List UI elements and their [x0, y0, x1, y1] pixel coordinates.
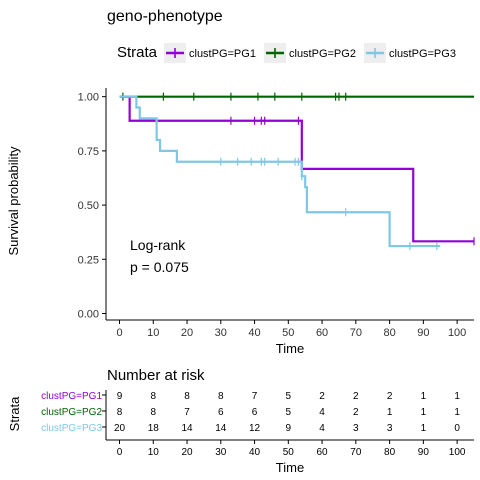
risk-strata-label: clustPG=PG2 [41, 407, 102, 418]
x-tick-label: 50 [282, 327, 294, 339]
risk-x-tick-label: 10 [148, 447, 160, 458]
logrank-pvalue: p = 0.075 [130, 259, 189, 275]
risk-cell: 8 [150, 391, 156, 402]
risk-x-tick-label: 70 [350, 447, 362, 458]
risk-cell: 14 [215, 423, 227, 434]
y-ticks: 0.00 0.25 0.50 0.75 1.00 [78, 92, 106, 320]
y-tick-label: 0.25 [78, 254, 99, 266]
risk-cell: 4 [319, 423, 325, 434]
x-tick-label: 40 [248, 327, 260, 339]
risk-table: Number at risk 9 8 8 8 7 5 2 2 2 1 18 8 7 6 6 5 4 2 1 1 120 1… [7, 367, 474, 475]
risk-x-tick-label: 40 [249, 447, 261, 458]
series-clustpg-pg2 [119, 92, 474, 101]
legend-title: Strata [117, 44, 158, 61]
risk-cell: 12 [249, 423, 261, 434]
risk-x-tick-label: 0 [117, 447, 123, 458]
x-tick-label: 100 [448, 327, 466, 339]
risk-cell: 2 [387, 391, 393, 402]
risk-cell: 20 [114, 423, 126, 434]
risk-cell: 3 [353, 423, 359, 434]
x-ticks: 0 10 20 30 40 50 60 70 80 90 100 [116, 320, 466, 339]
logrank-label: Log-rank [130, 237, 186, 253]
risk-x-tick-label: 90 [418, 447, 430, 458]
risk-y-axis-title: Strata [7, 396, 22, 431]
risk-x-tick-label: 80 [384, 447, 396, 458]
x-tick-label: 0 [116, 327, 122, 339]
risk-x-tick-label: 60 [317, 447, 329, 458]
risk-cell: 4 [319, 407, 325, 418]
x-tick-label: 20 [181, 327, 193, 339]
risk-cell: 2 [353, 407, 359, 418]
legend-item: clustPG=PG3 [364, 43, 456, 63]
risk-x-tick-label: 30 [215, 447, 227, 458]
x-tick-label: 30 [215, 327, 227, 339]
risk-strata-labels: clustPG=PG1 clustPG=PG2 clustPG=PG3 [41, 391, 106, 434]
x-tick-label: 90 [417, 327, 429, 339]
series-clustpg-pg3 [119, 95, 441, 251]
risk-cell: 14 [181, 423, 193, 434]
risk-cell: 1 [421, 407, 427, 418]
risk-x-tick-label: 100 [449, 447, 466, 458]
risk-cell: 18 [148, 423, 160, 434]
series-clustpg-pg1 [119, 95, 475, 246]
risk-cell: 9 [117, 391, 123, 402]
risk-cell: 0 [454, 423, 460, 434]
risk-x-tick-label: 50 [283, 447, 295, 458]
risk-cell: 1 [454, 391, 460, 402]
survival-line [119, 95, 474, 243]
y-axis-title: Survival probability [6, 146, 21, 256]
risk-cell: 1 [421, 391, 427, 402]
risk-x-ticks: 0 10 20 30 40 50 60 70 80 90 100 [117, 440, 466, 458]
y-tick-label: 0.50 [78, 200, 99, 212]
risk-cell: 8 [218, 391, 224, 402]
risk-cell: 7 [184, 407, 190, 418]
risk-cell: 5 [286, 391, 292, 402]
risk-cell: 9 [286, 423, 292, 434]
legend-item: clustPG=PG2 [264, 43, 356, 63]
legend-label: clustPG=PG3 [389, 48, 456, 60]
risk-cell: 6 [218, 407, 224, 418]
y-tick-label: 1.00 [78, 92, 99, 104]
risk-cell: 3 [387, 423, 393, 434]
legend: Strata clustPG=PG1 clustPG=PG2 clustPG=PG3 [117, 43, 456, 63]
risk-cell: 7 [252, 391, 258, 402]
y-tick-label: 0.75 [78, 146, 99, 158]
x-tick-label: 80 [383, 327, 395, 339]
risk-cell: 8 [150, 407, 156, 418]
risk-cell: 1 [421, 423, 427, 434]
risk-cell: 1 [454, 407, 460, 418]
y-tick-label: 0.00 [78, 308, 99, 320]
x-tick-label: 60 [316, 327, 328, 339]
risk-table-title: Number at risk [107, 367, 205, 384]
legend-label: clustPG=PG1 [189, 48, 256, 60]
main-plot: 0.00 0.25 0.50 0.75 1.00 0 10 20 30 40 50 60 70 80 90… [6, 88, 475, 356]
risk-cell: 6 [252, 407, 258, 418]
risk-cells: 9 8 8 8 7 5 2 2 2 1 18 8 7 6 6 5 4 2 1 1 120 18 14 14 12 9 4 3 3 1 0 [114, 391, 460, 434]
survival-curves [119, 92, 475, 251]
risk-strata-label: clustPG=PG3 [41, 423, 102, 434]
risk-cell: 2 [353, 391, 359, 402]
x-axis-title: Time [276, 341, 304, 356]
x-tick-label: 10 [147, 327, 159, 339]
x-tick-label: 70 [350, 327, 362, 339]
legend-item: clustPG=PG1 [164, 43, 256, 63]
risk-strata-label: clustPG=PG1 [41, 391, 102, 402]
risk-cell: 1 [387, 407, 393, 418]
risk-x-axis-title: Time [276, 460, 304, 475]
risk-cell: 5 [286, 407, 292, 418]
survival-line [119, 95, 441, 248]
risk-cell: 8 [184, 391, 190, 402]
risk-cell: 2 [319, 391, 325, 402]
legend-items: clustPG=PG1 clustPG=PG2 clustPG=PG3 [164, 43, 456, 63]
risk-cell: 8 [117, 407, 123, 418]
legend-label: clustPG=PG2 [289, 48, 356, 60]
risk-x-tick-label: 20 [181, 447, 193, 458]
chart-title: geno-phenotype [107, 8, 223, 25]
